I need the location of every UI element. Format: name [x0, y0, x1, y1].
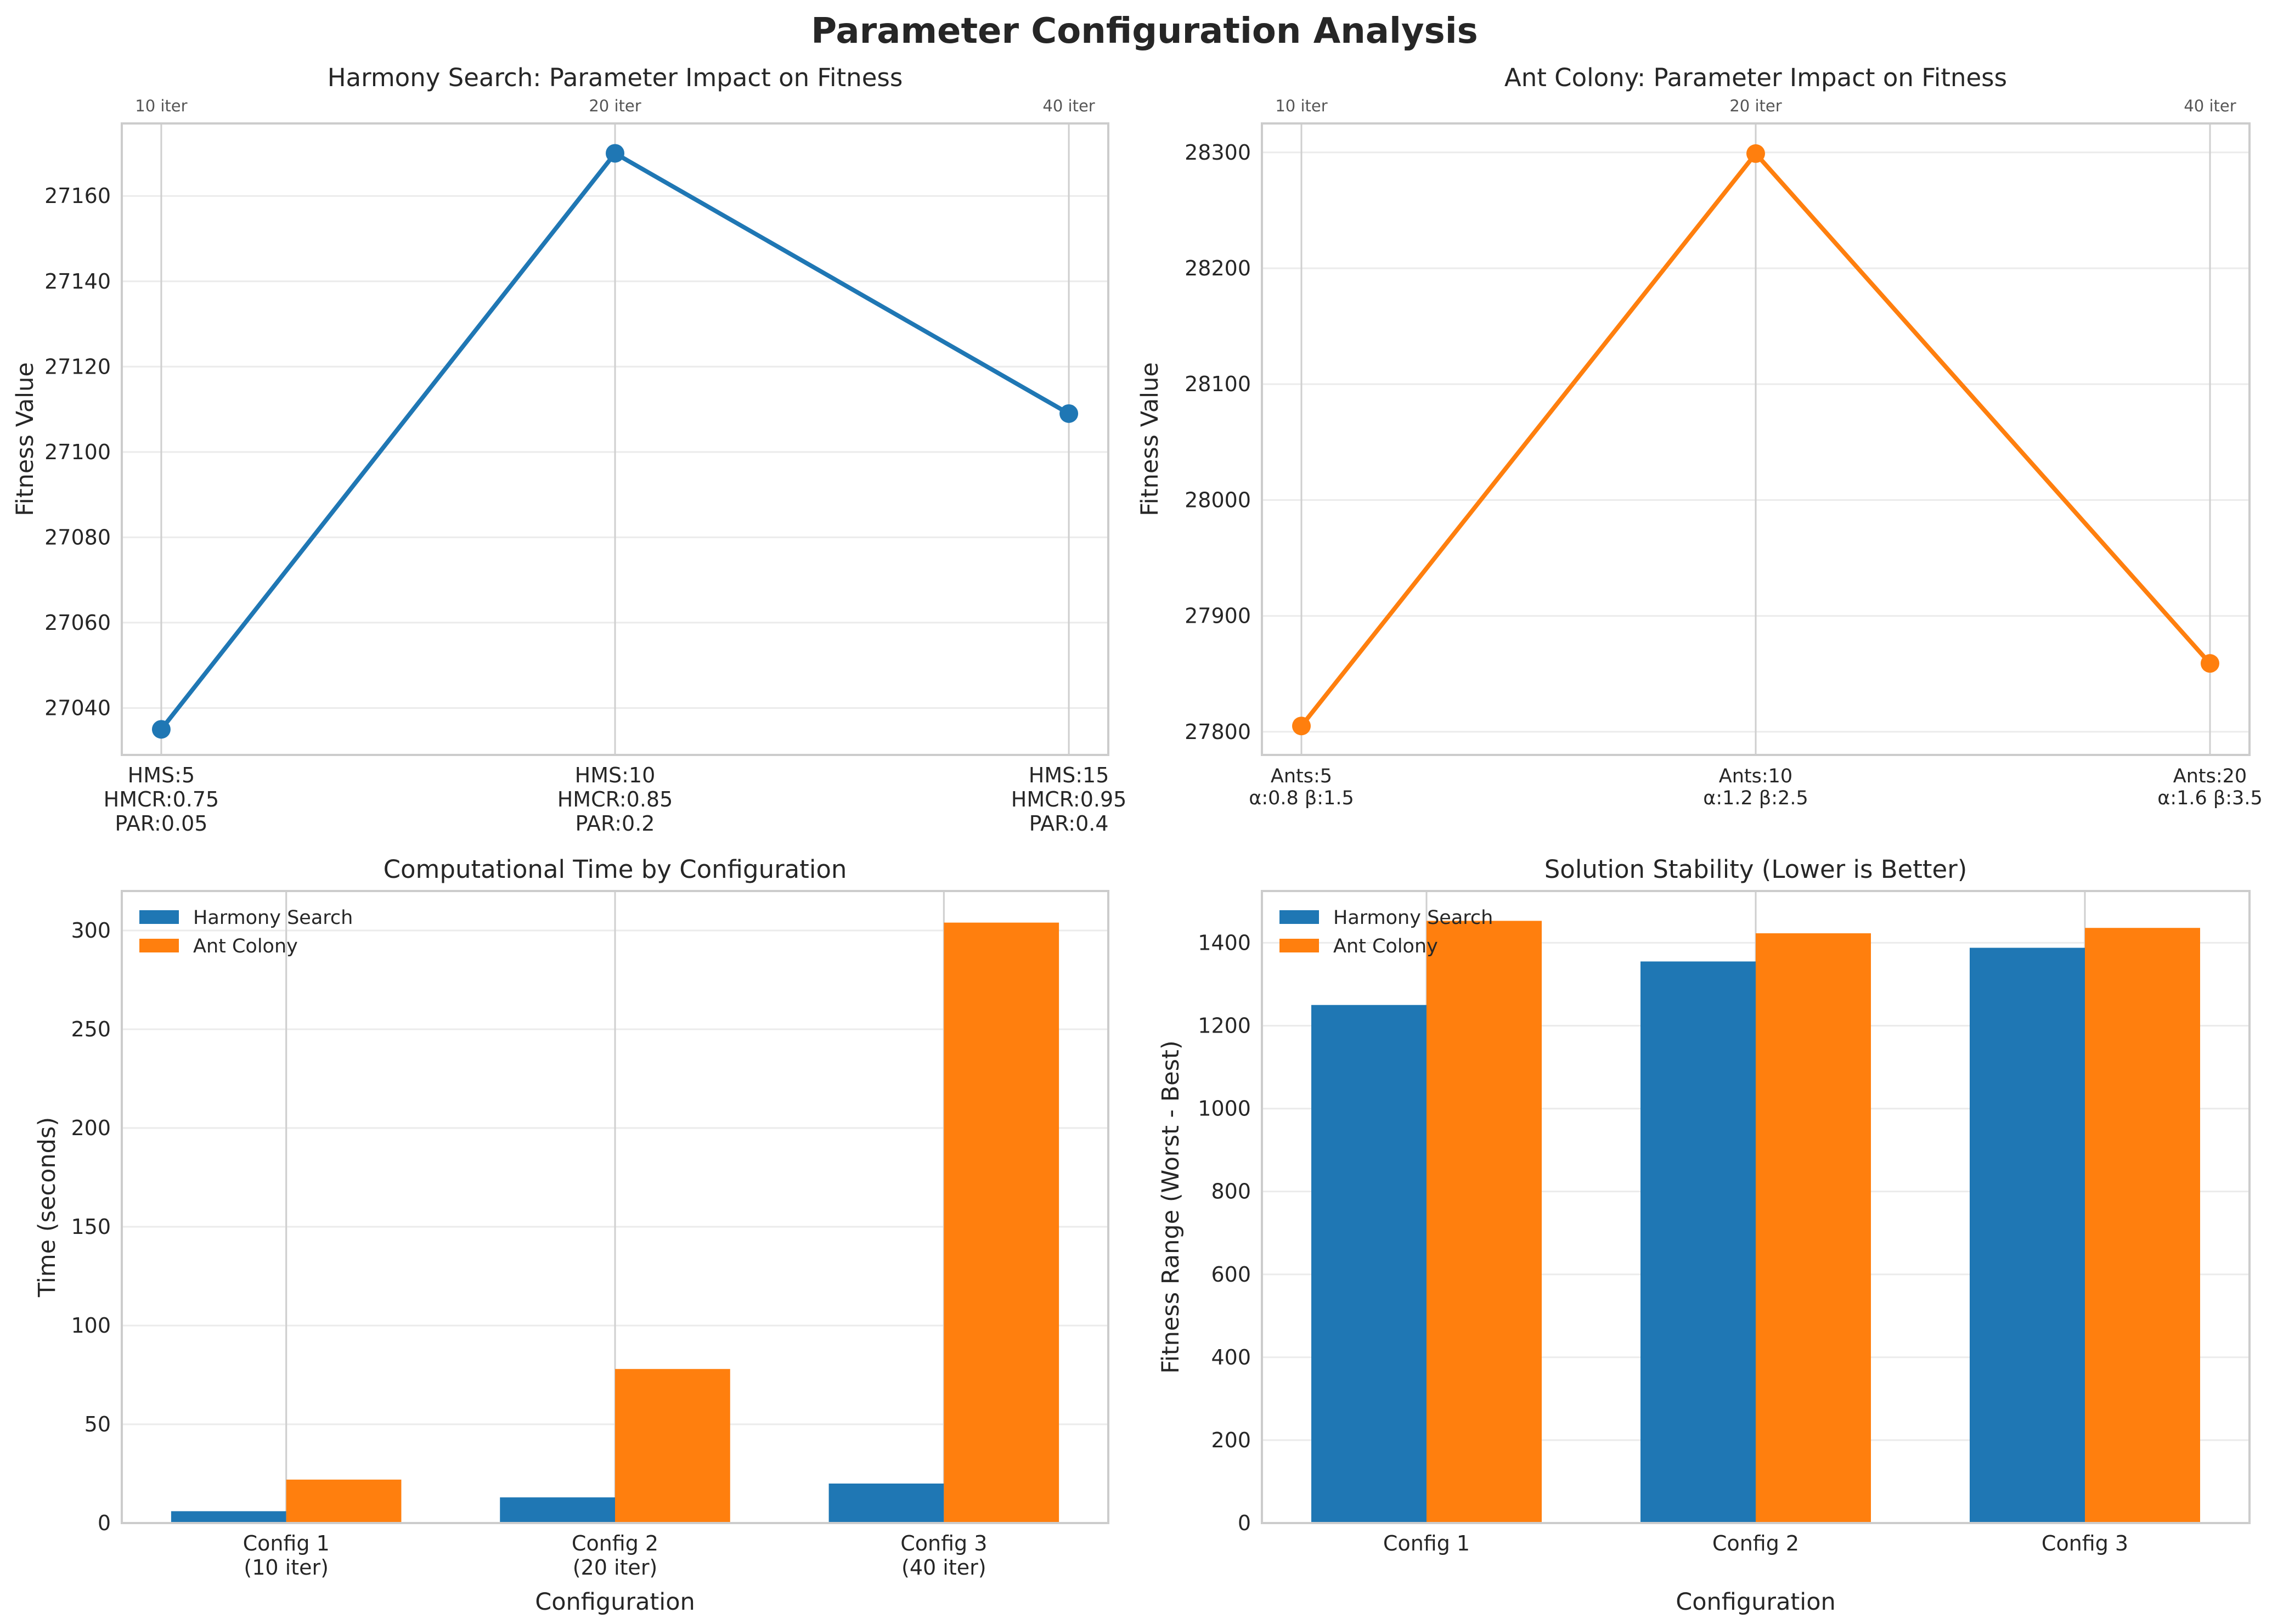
bar [1970, 948, 2085, 1523]
plot-frame [121, 122, 1109, 756]
legend-swatch [139, 910, 179, 924]
y-tick-label: 50 [84, 1412, 111, 1436]
y-tick-label: 27080 [44, 525, 111, 549]
legend-swatch [1279, 910, 1319, 924]
x-axis-label: Configuration [1676, 1588, 1836, 1616]
legend-label: Harmony Search [193, 907, 353, 929]
y-axis-label: Time (seconds) [33, 1117, 61, 1298]
y-tick-label: 27140 [44, 269, 111, 294]
top-tick-label: 10 iter [135, 97, 187, 115]
y-tick-label: 27060 [44, 611, 111, 635]
y-tick-label: 28100 [1185, 372, 1251, 396]
x-tick-label: HMS:5 HMCR:0.75 PAR:0.05 [104, 763, 219, 836]
chart-title: Ant Colony: Parameter Impact on Fitness [1504, 63, 2007, 92]
bar [1756, 933, 1871, 1523]
y-tick-label: 27900 [1185, 604, 1251, 628]
legend-swatch [139, 939, 179, 952]
plot-frame [1261, 890, 2251, 1524]
y-tick-label: 1200 [1198, 1014, 1251, 1038]
y-tick-label: 600 [1211, 1262, 1251, 1287]
bar [286, 1479, 402, 1523]
legend-label: Ant Colony [1333, 935, 1438, 957]
legend-label: Ant Colony [193, 935, 298, 957]
x-tick-label: Config 2 (20 iter) [572, 1531, 658, 1580]
data-point [1059, 404, 1079, 423]
x-tick-label: Config 1 [1383, 1531, 1470, 1555]
figure-title: Parameter Configuration Analysis [811, 11, 1478, 52]
y-tick-label: 150 [71, 1215, 111, 1239]
x-tick-label: Config 2 [1712, 1531, 1799, 1555]
bar [171, 1511, 286, 1523]
top-tick-label: 40 iter [1042, 97, 1095, 115]
y-tick-label: 800 [1211, 1180, 1251, 1204]
panel-2: 27800 27900 28000 28100 28200 28300 Ants:5 α:0.… [1136, 63, 2263, 809]
data-point [2201, 654, 2219, 673]
panel-4: Harmony Search Ant Colony 0 200 400 600 800 100… [1157, 855, 2251, 1616]
y-tick-label: 27800 [1185, 720, 1251, 744]
y-tick-label: 28300 [1185, 140, 1251, 165]
data-point [606, 144, 624, 163]
panel-1: 27040 27060 27080 27100 27120 27140 27160 HMS:5… [12, 63, 1126, 836]
bar [828, 1484, 944, 1523]
data-point [1292, 717, 1311, 736]
panel-3: Harmony Search Ant Colony 0 50 100 150 200 250 3… [33, 855, 1109, 1616]
y-tick-label: 27160 [44, 184, 111, 208]
y-tick-label: 300 [71, 918, 111, 943]
y-tick-label: 27040 [44, 696, 111, 720]
x-tick-label: Config 1 (10 iter) [243, 1531, 330, 1580]
bar [1427, 921, 1542, 1523]
x-tick-label: Ants:5 α:0.8 β:1.5 [1249, 765, 1354, 809]
y-tick-label: 200 [71, 1116, 111, 1140]
y-tick-label: 100 [71, 1313, 111, 1338]
y-tick-label: 0 [1238, 1511, 1251, 1535]
y-tick-label: 0 [98, 1511, 111, 1535]
chart-title: Solution Stability (Lower is Better) [1544, 855, 1967, 884]
x-axis-label: Configuration [535, 1588, 695, 1616]
bar [1640, 961, 1756, 1523]
legend-swatch [1279, 939, 1319, 952]
top-tick-label: 40 iter [2184, 97, 2236, 115]
x-tick-label: Ants:20 α:1.6 β:3.5 [2157, 765, 2262, 809]
plot-frame [1261, 122, 2251, 756]
y-tick-label: 1400 [1198, 931, 1251, 955]
x-tick-label: HMS:15 HMCR:0.95 PAR:0.4 [1011, 763, 1127, 836]
x-tick-label: HMS:10 HMCR:0.85 PAR:0.2 [557, 763, 673, 836]
bar [615, 1369, 730, 1523]
bar [944, 922, 1059, 1523]
chart-title: Harmony Search: Parameter Impact on Fitn… [328, 63, 903, 92]
y-axis-label: Fitness Value [1136, 362, 1164, 516]
y-tick-label: 27120 [44, 354, 111, 379]
y-tick-label: 28000 [1185, 488, 1251, 512]
y-tick-label: 28200 [1185, 256, 1251, 280]
top-tick-label: 10 iter [1275, 97, 1327, 115]
x-tick-label: Ants:10 α:1.2 β:2.5 [1703, 765, 1808, 809]
bar [2085, 928, 2200, 1523]
y-axis-label: Fitness Range (Worst - Best) [1157, 1040, 1185, 1373]
y-tick-label: 250 [71, 1017, 111, 1041]
y-tick-label: 1000 [1198, 1097, 1251, 1121]
bar [1311, 1005, 1427, 1523]
chart-title: Computational Time by Configuration [384, 855, 847, 884]
plot-frame [121, 890, 1109, 1524]
x-tick-label: Config 3 (40 iter) [900, 1531, 987, 1580]
top-tick-label: 20 iter [589, 97, 641, 115]
y-tick-label: 27100 [44, 440, 111, 464]
data-point [151, 720, 171, 739]
y-tick-label: 200 [1211, 1428, 1251, 1452]
bar [500, 1497, 615, 1523]
legend-label: Harmony Search [1333, 907, 1493, 929]
y-axis-label: Fitness Value [12, 362, 39, 516]
data-point [1746, 144, 1765, 163]
x-tick-label: Config 3 [2042, 1531, 2128, 1555]
top-tick-label: 20 iter [1729, 97, 1781, 115]
y-tick-label: 400 [1211, 1345, 1251, 1369]
